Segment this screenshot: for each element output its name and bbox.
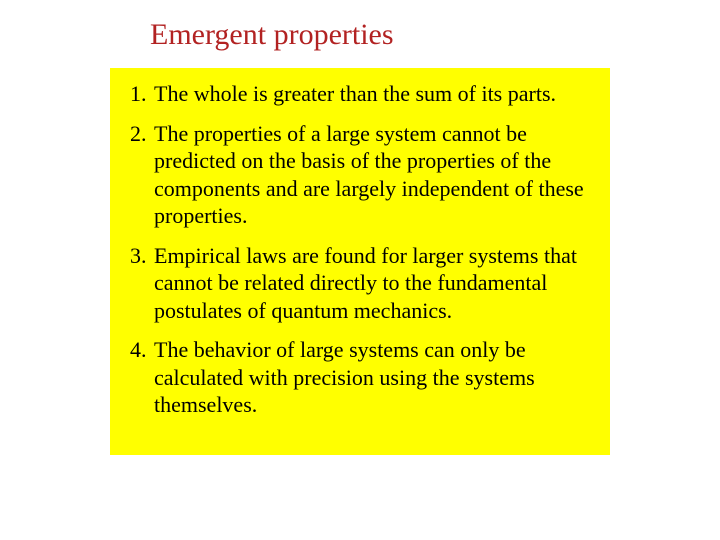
list-item: Empirical laws are found for larger syst… [152,242,596,325]
properties-list: The whole is greater than the sum of its… [124,80,596,419]
content-box: The whole is greater than the sum of its… [110,68,610,455]
slide-title: Emergent properties [150,18,394,52]
list-item: The properties of a large system cannot … [152,120,596,230]
slide: Emergent properties The whole is greater… [0,0,720,540]
list-item: The whole is greater than the sum of its… [152,80,596,108]
list-item: The behavior of large systems can only b… [152,336,596,419]
